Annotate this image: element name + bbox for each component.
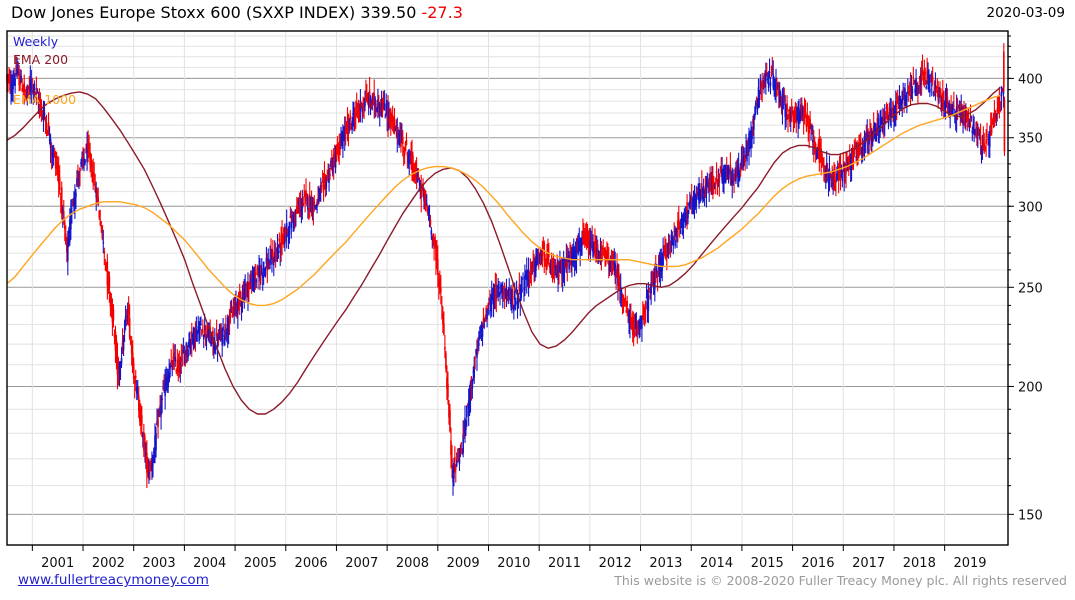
x-axis-tick-label: 2018 (903, 556, 936, 568)
x-axis-tick-label: 2017 (852, 556, 885, 568)
y-axis-tick-label: 250 (1018, 281, 1043, 296)
x-axis-tick-label: 2003 (143, 556, 176, 568)
x-axis-tick-label: 2016 (801, 556, 834, 568)
x-axis-tick-label: 2001 (41, 556, 74, 568)
y-axis-tick-label: 400 (1018, 72, 1043, 87)
x-axis-tick-label: 2006 (295, 556, 328, 568)
chart-header: Dow Jones Europe Stoxx 600 (SXXP INDEX) … (0, 0, 1075, 28)
legend-weekly: Weekly (13, 34, 59, 49)
y-axis-tick-label: 350 (1018, 132, 1043, 147)
x-axis-tick-label: 2015 (751, 556, 784, 568)
y-axis-tick-label: 200 (1018, 380, 1043, 395)
ema-200-line (6, 86, 1001, 415)
x-axis-tick-label: 2011 (548, 556, 581, 568)
chart-canvas[interactable]: 150 200 250 300 350 400 2001 2002 2003 2004 2005 20… (0, 28, 1075, 568)
copyright-text: This website is © 2008-2020 Fuller Treac… (614, 573, 1067, 588)
ema-1000-line (6, 94, 1001, 307)
x-axis-tick-label: 2002 (92, 556, 125, 568)
x-axis-tick-label: 2019 (953, 556, 986, 568)
x-axis-tick-label: 2014 (700, 556, 733, 568)
site-link[interactable]: www.fullertreacymoney.com (18, 572, 209, 588)
page-title: Dow Jones Europe Stoxx 600 (SXXP INDEX) … (11, 3, 463, 22)
y-axis-tick-label: 300 (1018, 200, 1043, 215)
price-chart[interactable]: 150 200 250 300 350 400 2001 2002 2003 2004 2005 20… (0, 28, 1075, 568)
x-axis-tick-label: 2010 (497, 556, 530, 568)
legend-ema1000: EMA 1000 (13, 92, 76, 107)
y-axis-tick-label: 150 (1018, 508, 1043, 523)
legend-ema200: EMA 200 (13, 52, 68, 67)
x-axis-tick-label: 2013 (649, 556, 682, 568)
chart-footer: www.fullertreacymoney.com This website i… (0, 568, 1075, 600)
price-bars (6, 43, 1006, 496)
x-axis-tick-label: 2004 (193, 556, 226, 568)
instrument-title: Dow Jones Europe Stoxx 600 (SXXP INDEX) … (11, 3, 417, 22)
x-axis-tick-label: 2005 (244, 556, 277, 568)
x-axis-tick-label: 2012 (599, 556, 632, 568)
x-axis-tick-label: 2007 (345, 556, 378, 568)
price-change: -27.3 (421, 3, 463, 22)
x-axis-tick-label: 2008 (396, 556, 429, 568)
x-axis-tick-label: 2009 (447, 556, 480, 568)
chart-date: 2020-03-09 (986, 5, 1065, 21)
